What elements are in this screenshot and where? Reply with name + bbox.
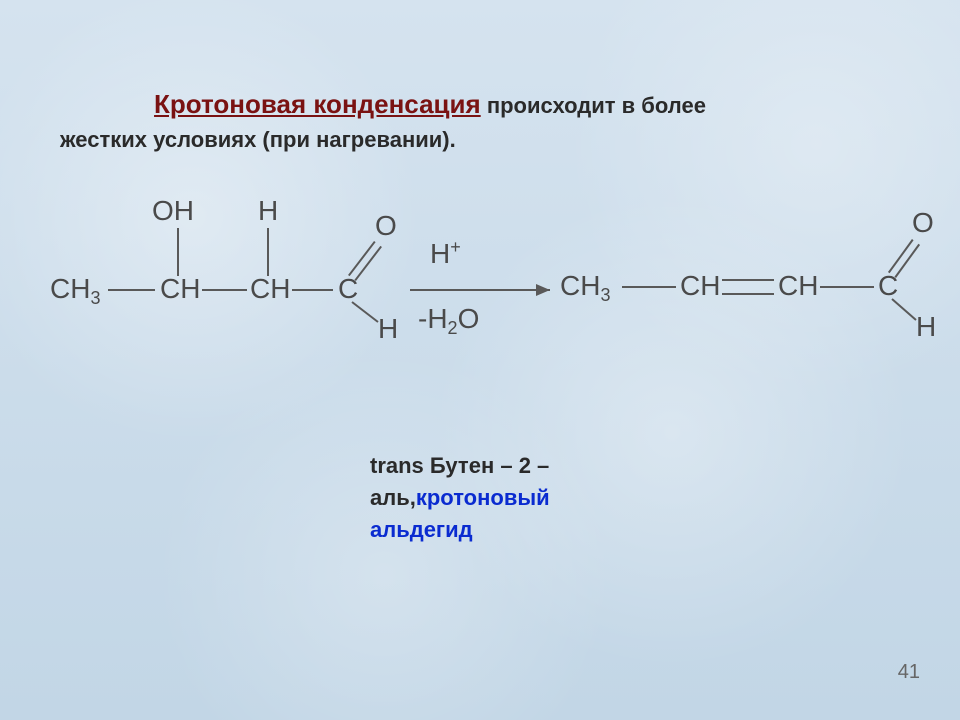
svg-text:CH3: CH3 [50, 273, 100, 308]
svg-text:OH: OH [152, 195, 194, 226]
slide-number: 41 [898, 661, 920, 684]
svg-text:CH: CH [160, 273, 200, 304]
svg-text:C: C [878, 270, 898, 301]
svg-text:H: H [258, 195, 278, 226]
svg-text:CH: CH [778, 270, 818, 301]
reaction-diagram: CH3CHOHCHHCOHH+-H2OCH3CHCHCOH [0, 0, 960, 380]
svg-text:C: C [338, 273, 358, 304]
caption-line2b: кротоновый [416, 485, 550, 510]
svg-text:CH: CH [680, 270, 720, 301]
caption-line2a: аль, [370, 485, 416, 510]
product-caption: trans Бутен – 2 – аль,кротоновый альдеги… [370, 450, 550, 546]
svg-text:CH: CH [250, 273, 290, 304]
slide: ------------ Кротоновая конденсация прои… [0, 0, 960, 720]
svg-text:-H2O: -H2O [418, 303, 479, 338]
caption-line1: trans Бутен – 2 – [370, 450, 550, 482]
svg-text:O: O [375, 210, 397, 241]
svg-text:O: O [912, 207, 934, 238]
svg-text:H+: H+ [430, 237, 461, 269]
svg-text:H: H [916, 311, 936, 342]
svg-text:H: H [378, 313, 398, 344]
caption-line3: альдегид [370, 514, 550, 546]
svg-text:CH3: CH3 [560, 270, 610, 305]
